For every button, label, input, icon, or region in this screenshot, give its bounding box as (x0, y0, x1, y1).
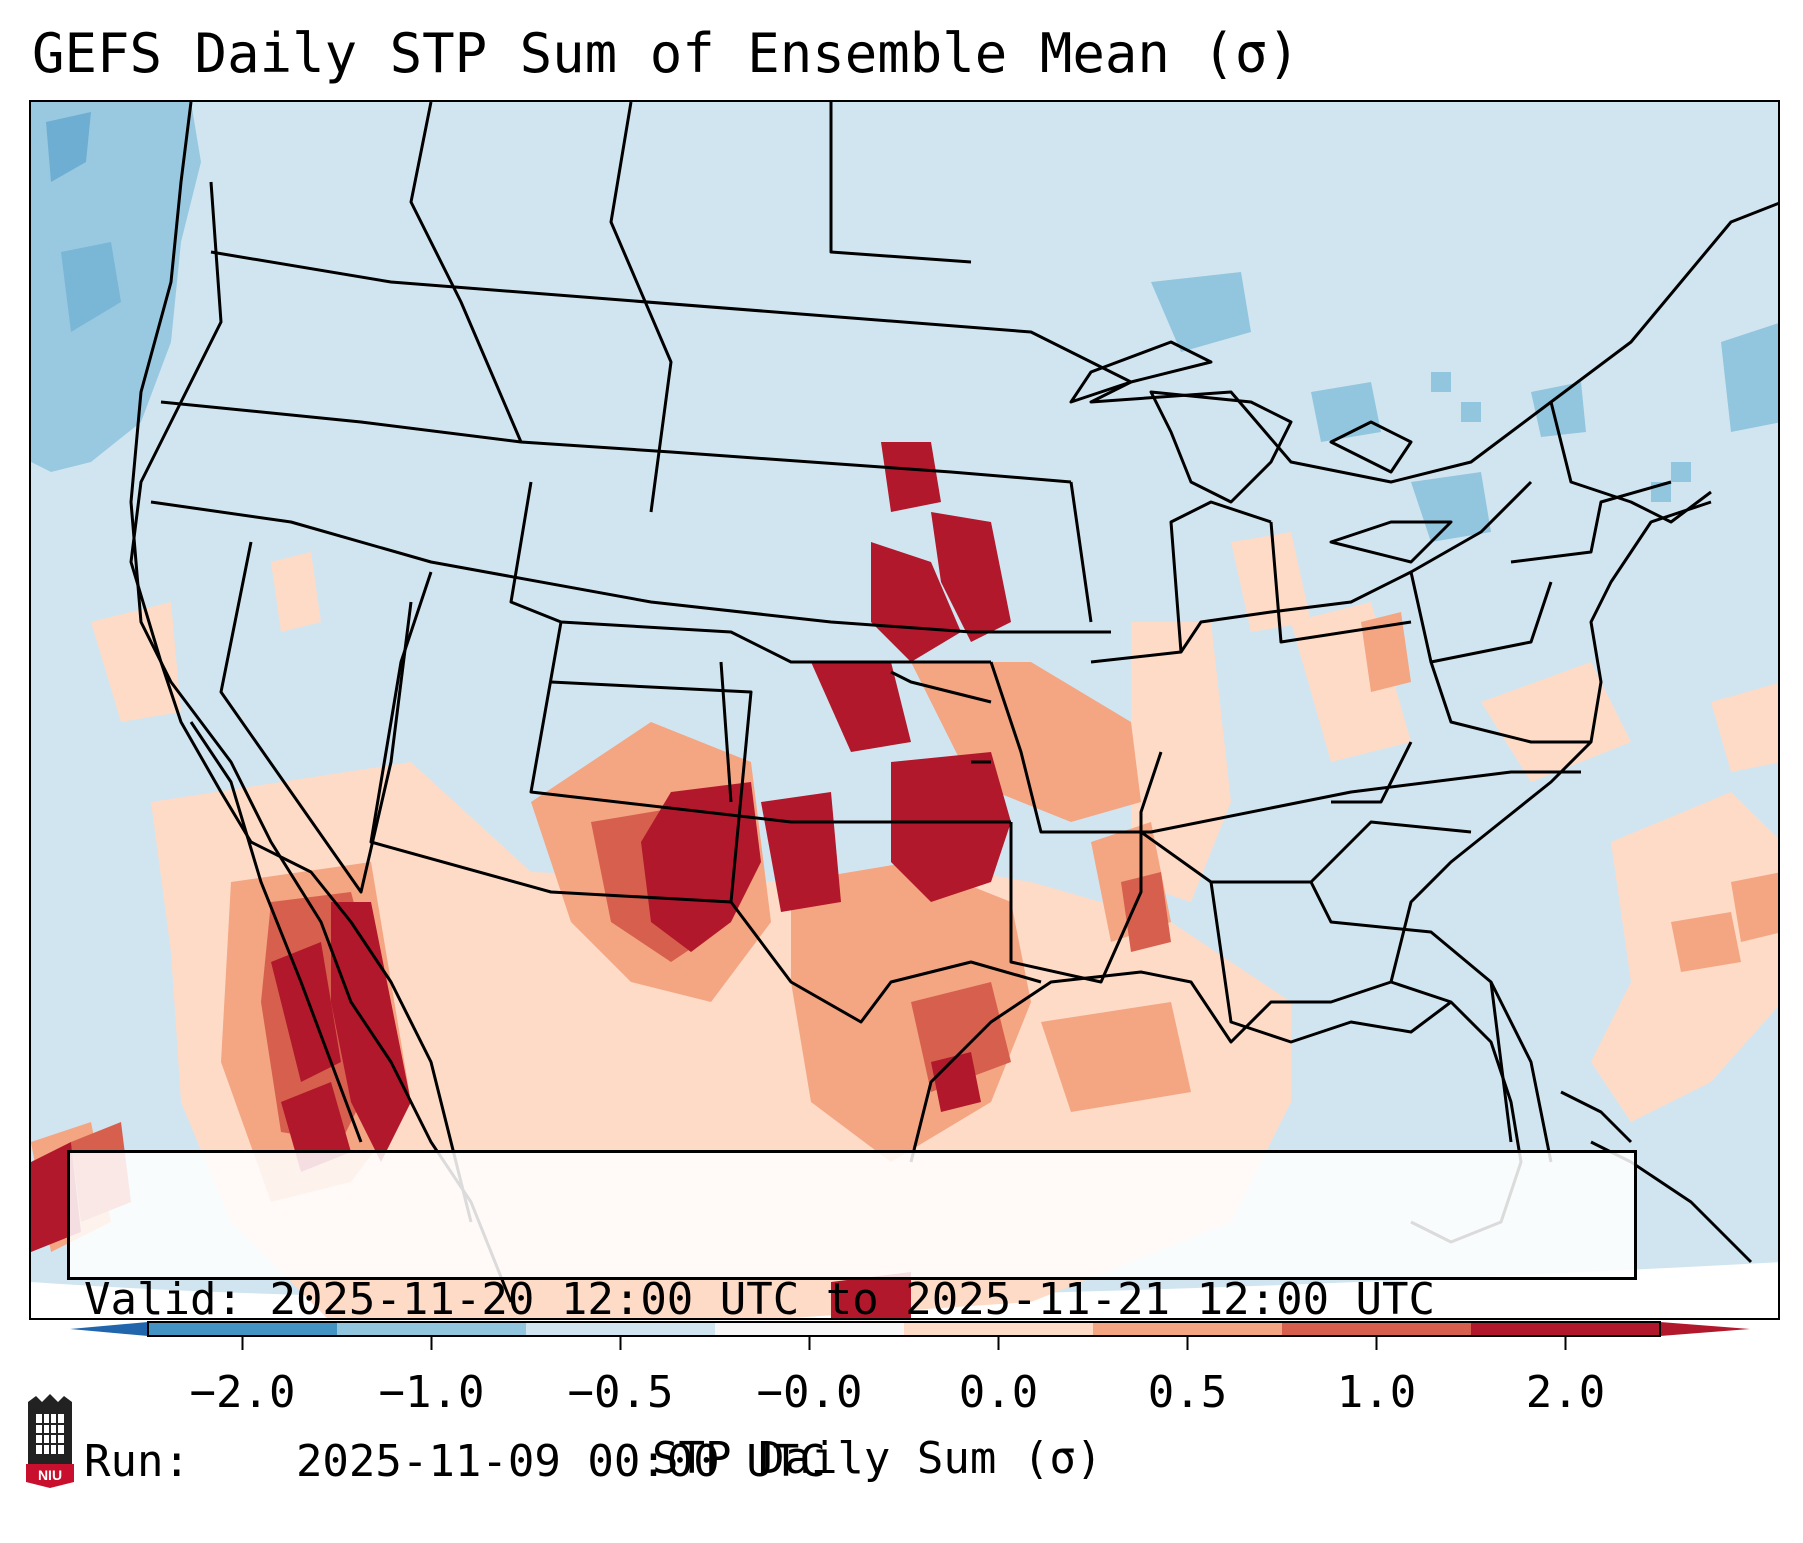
colorbar-segment (715, 1322, 905, 1336)
valid-value: 2025-11-20 12:00 UTC to 2025-11-21 12:00… (269, 1274, 1436, 1325)
colorbar-tick-label: −0.0 (756, 1367, 863, 1418)
niu-building-logo-icon: NIU (26, 1394, 74, 1488)
colorbar-segment (337, 1322, 527, 1336)
colorbar (70, 1321, 1750, 1350)
colorbar-extend-low (70, 1322, 148, 1336)
colorbar-segment (904, 1322, 1094, 1336)
negative-anomaly-layer (31, 102, 1778, 542)
colorbar-ticks (241, 1336, 1567, 1350)
run-row: Run: 2025-11-09 00:00 UTC (84, 1435, 1634, 1489)
colorbar-extend-high (1660, 1322, 1750, 1336)
colorbar-label: STP Daily Sum (σ) (652, 1433, 1103, 1484)
colorbar-tick-label: 0.0 (958, 1367, 1039, 1418)
valid-label: Valid: (84, 1274, 243, 1325)
stp-anomaly-map (31, 102, 1778, 1318)
run-info-box: Valid: 2025-11-20 12:00 UTC to 2025-11-2… (67, 1150, 1637, 1487)
colorbar-tick-label: 1.0 (1336, 1367, 1417, 1418)
run-value: 2025-11-09 00:00 UTC (295, 1436, 826, 1487)
colorbar-tick-label: −2.0 (189, 1367, 296, 1418)
colorbar-segment (148, 1322, 338, 1336)
colorbar-tick-label: −0.5 (567, 1367, 674, 1418)
run-label: Run: (84, 1436, 190, 1487)
colorbar-segments (148, 1322, 1661, 1336)
map-panel (29, 100, 1780, 1320)
colorbar-segment (1093, 1322, 1283, 1336)
colorbar-segment (1471, 1322, 1661, 1336)
colorbar-tick-label: 2.0 (1525, 1367, 1606, 1418)
state-borders (129, 102, 1778, 1223)
colorbar-outline (147, 1321, 1661, 1337)
colorbar-segment (526, 1322, 716, 1336)
map-title: GEFS Daily STP Sum of Ensemble Mean (σ) (32, 22, 1300, 85)
colorbar-tick-label: 0.5 (1147, 1367, 1228, 1418)
colorbar-segment (1282, 1322, 1472, 1336)
extreme-positive-anomaly-layer (31, 442, 1011, 1318)
valid-row: Valid: 2025-11-20 12:00 UTC to 2025-11-2… (84, 1273, 1634, 1327)
logo-text: NIU (38, 1467, 62, 1483)
colorbar-tick-label: −1.0 (378, 1367, 485, 1418)
